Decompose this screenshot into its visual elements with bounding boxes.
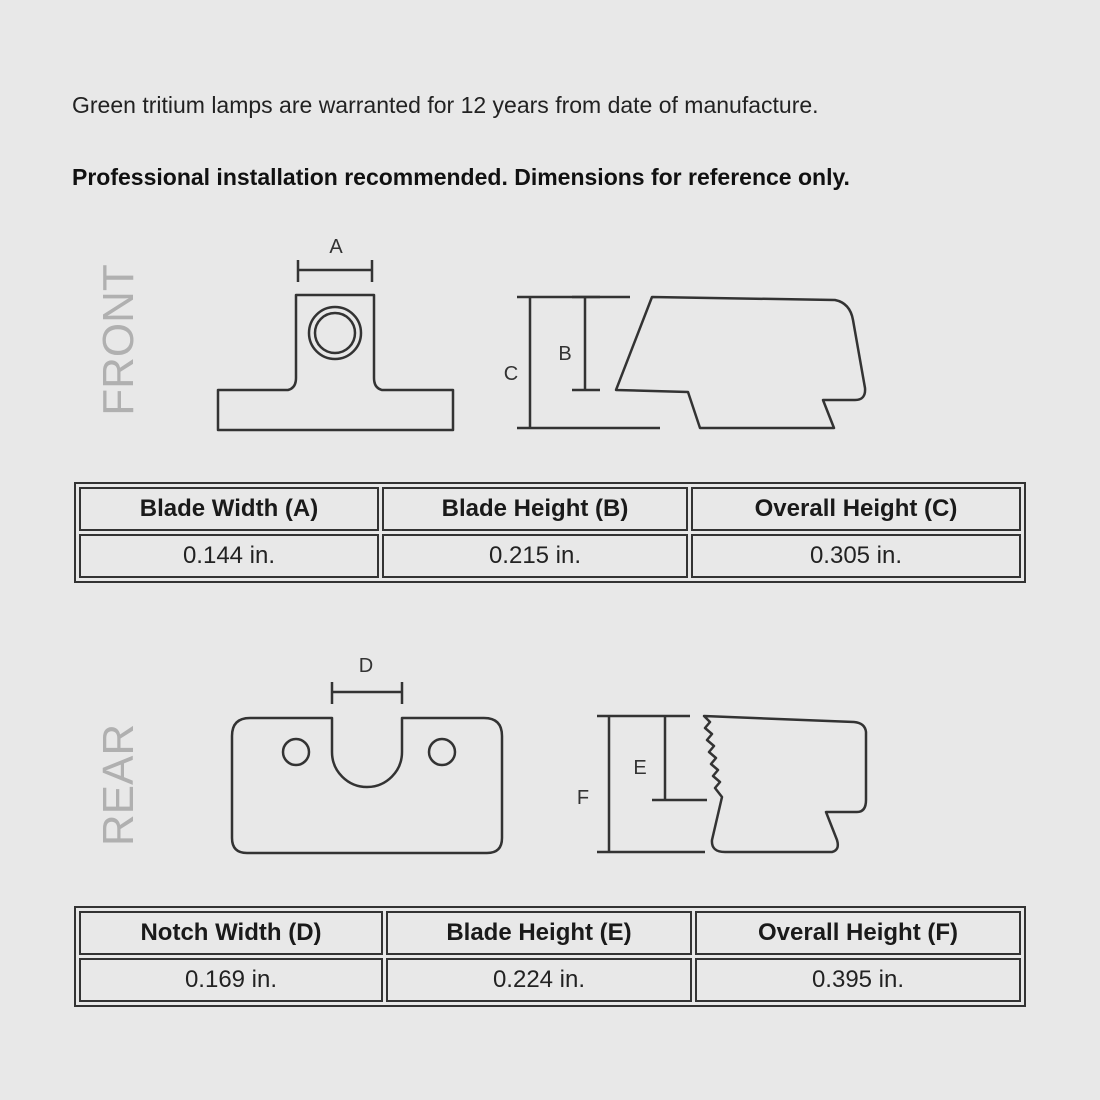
warranty-text: Green tritium lamps are warranted for 12…	[72, 92, 819, 118]
dimension-c-label: C	[504, 363, 518, 385]
value-overall-height: 0.395 in.	[695, 958, 1021, 1002]
front-sight-face-view	[216, 260, 455, 432]
dimension-b-label: B	[558, 343, 571, 365]
header-blade-height: Blade Height (E)	[386, 911, 692, 955]
tritium-lamp-icon	[307, 305, 363, 361]
dimension-f-label: F	[577, 787, 589, 809]
rear-sight-side-view	[597, 714, 868, 854]
rear-dimensions-table: Notch Width (D) Blade Height (E) Overall…	[74, 906, 1026, 1007]
dimension-c-marker	[517, 295, 660, 430]
dimension-d-label: D	[359, 655, 373, 677]
dimension-a-marker	[296, 260, 374, 282]
value-blade-height: 0.224 in.	[386, 958, 692, 1002]
front-view-label: FRONT	[94, 264, 143, 416]
installation-notice: Professional installation recommended. D…	[72, 164, 850, 190]
dimension-a-label: A	[329, 236, 343, 258]
header-blade-width: Blade Width (A)	[79, 487, 379, 531]
header-notch-width: Notch Width (D)	[79, 911, 383, 955]
header-blade-height: Blade Height (B)	[382, 487, 688, 531]
value-blade-width: 0.144 in.	[79, 534, 379, 578]
rear-sight-face-view	[230, 682, 504, 855]
header-overall-height: Overall Height (C)	[691, 487, 1021, 531]
dimension-e-marker	[652, 716, 707, 802]
dimension-b-marker	[572, 295, 600, 392]
dimension-d-marker	[330, 682, 404, 704]
header-overall-height: Overall Height (F)	[695, 911, 1021, 955]
table-row: 0.144 in. 0.215 in. 0.305 in.	[79, 534, 1021, 578]
front-dimensions-table: Blade Width (A) Blade Height (B) Overall…	[74, 482, 1026, 583]
value-blade-height: 0.215 in.	[382, 534, 688, 578]
value-overall-height: 0.305 in.	[691, 534, 1021, 578]
value-notch-width: 0.169 in.	[79, 958, 383, 1002]
table-header-row: Blade Width (A) Blade Height (B) Overall…	[79, 487, 1021, 531]
table-header-row: Notch Width (D) Blade Height (E) Overall…	[79, 911, 1021, 955]
front-sight-side-view	[517, 295, 867, 430]
table-row: 0.169 in. 0.224 in. 0.395 in.	[79, 958, 1021, 1002]
dimension-f-marker	[597, 714, 705, 854]
dimension-e-label: E	[633, 757, 646, 779]
rear-view-label: REAR	[94, 724, 143, 846]
